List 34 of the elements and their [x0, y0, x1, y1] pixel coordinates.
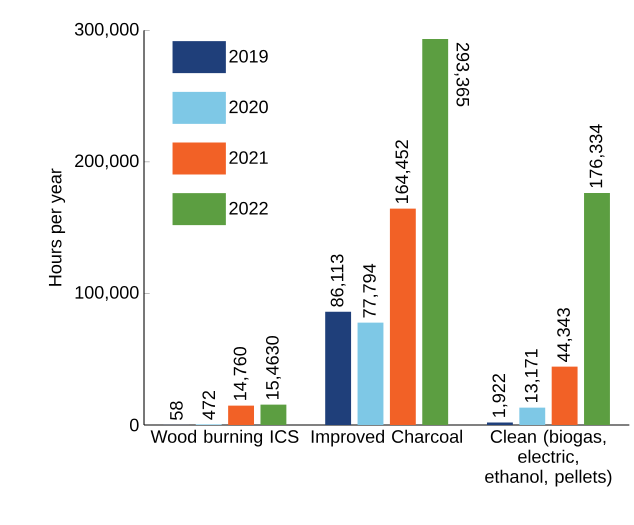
data-label: 58: [170, 401, 183, 420]
y-axis-title: Hours per year: [48, 168, 66, 286]
data-label: 1,922: [492, 374, 508, 417]
bar: [422, 39, 448, 425]
bar: [358, 322, 384, 425]
bar: [390, 208, 416, 425]
bar: [552, 366, 578, 425]
bar: [486, 422, 513, 425]
bar: [228, 406, 254, 425]
y-tick-label: 200,000: [75, 154, 139, 170]
data-label: 77,794: [363, 264, 378, 318]
legend-label: 2022: [229, 202, 268, 215]
data-label: 472: [202, 390, 215, 420]
legend-label: 2019: [229, 50, 268, 63]
data-label: 293,365: [454, 42, 470, 106]
data-label: 86,113: [330, 254, 346, 307]
legend-label: 2020: [229, 100, 268, 114]
data-label: 13,171: [524, 349, 540, 402]
y-tick-label: 100,000: [76, 286, 139, 301]
y-tick-label: 300,000: [74, 22, 139, 38]
x-tick-label: Improved Charcoal: [312, 430, 462, 446]
y-tick-label: 0: [130, 418, 139, 432]
bar: [584, 193, 610, 425]
data-label: 44,343: [557, 308, 572, 362]
data-label: 14,760: [234, 346, 249, 400]
legend-label: 2021: [229, 151, 268, 164]
x-tick-label: Wood burning ICS: [150, 430, 298, 446]
bar: [519, 408, 546, 425]
data-label: 176,334: [590, 124, 604, 188]
bar: [260, 404, 286, 425]
data-label: 164,452: [395, 140, 410, 204]
bar: [325, 312, 352, 425]
data-label: 15,4630: [266, 336, 281, 400]
x-tick-label: Clean (biogas, electric, ethanol, pellets): [485, 430, 612, 486]
